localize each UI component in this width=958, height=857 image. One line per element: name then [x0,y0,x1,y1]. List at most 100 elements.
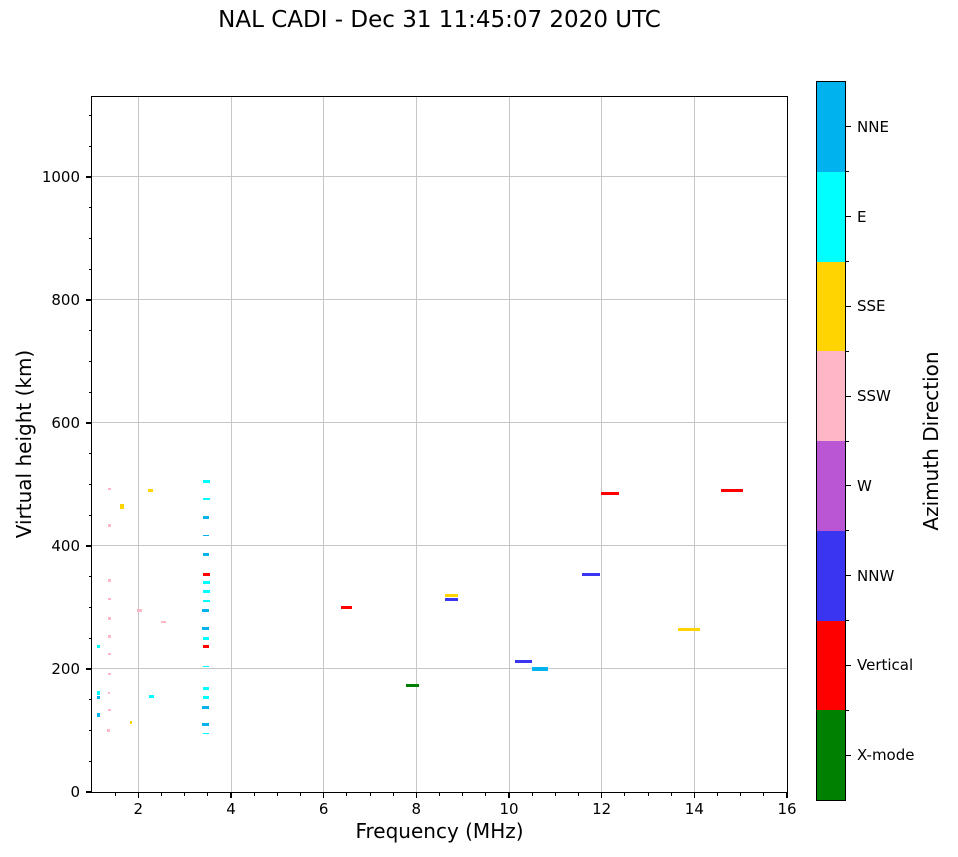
data-point [108,708,111,712]
x-axis-minor-tick [740,792,742,796]
y-axis-label: Virtual height (km) [12,349,36,539]
x-axis-minor-tick [554,792,556,796]
gridline-vertical [137,97,139,792]
colorbar-tick [846,216,851,218]
x-tick-label: 2 [133,800,144,818]
y-axis-major-tick [86,668,92,670]
colorbar-frame [816,81,846,801]
data-point [202,590,210,593]
data-point [341,605,353,609]
y-axis-minor-tick [88,729,92,731]
gridline-vertical [508,97,510,792]
data-point [515,660,533,664]
x-axis-label: Frequency (MHz) [355,819,524,843]
colorbar-segment-e [817,171,845,262]
y-tick-label: 800 [51,290,80,309]
gridline-horizontal [92,299,787,301]
colorbar-tick-label: NNE [857,117,889,136]
y-axis-minor-tick [88,391,92,393]
x-axis-minor-tick [114,792,116,796]
colorbar-segment-w [817,441,845,532]
y-axis-minor-tick [88,453,92,455]
data-point [202,609,209,612]
plot-frame [91,96,788,793]
data-point [148,694,154,698]
y-axis-major-tick [86,422,92,424]
colorbar-tick-label: X-mode [857,746,915,765]
data-point [406,684,419,688]
x-axis-minor-tick [439,792,440,796]
x-tick-label: 10 [499,800,519,818]
colorbar-tick [846,754,851,756]
data-point [582,573,600,577]
data-point [108,597,111,601]
colorbar-segment-sse [817,261,845,352]
colorbar-tick [846,485,851,487]
data-point [202,665,210,668]
x-axis-minor-tick [276,792,278,796]
colorbar-boundary-tick [846,709,849,711]
x-axis-minor-tick [462,792,464,796]
data-point [96,691,101,695]
colorbar-tick-label: E [857,207,867,226]
data-point [600,491,620,495]
gridline-vertical [693,97,695,792]
data-point [677,628,700,632]
data-point [202,553,210,556]
data-point [202,636,210,640]
x-tick-label: 4 [226,800,236,818]
colorbar-boundary-tick [846,171,849,173]
colorbar-boundary-tick [846,440,849,442]
x-axis-major-tick [137,792,139,798]
x-axis-minor-tick [717,792,718,796]
y-axis-minor-tick [88,237,92,239]
data-point [119,504,124,509]
x-axis-minor-tick [763,792,765,796]
colorbar-boundary-tick [846,620,849,621]
gridline-horizontal [92,545,787,547]
x-axis-major-tick [693,792,695,798]
data-point [108,672,111,676]
y-axis-major-tick [86,176,92,178]
colorbar-segment-vertical [817,620,845,711]
colorbar-segment-nnw [817,530,845,621]
data-point [444,594,459,598]
x-axis-major-tick [415,792,417,798]
y-axis-minor-tick [88,514,92,516]
colorbar-label: Azimuth Direction [919,351,943,531]
data-point [108,524,111,527]
data-point [202,480,210,483]
colorbar-tick-label: NNW [857,566,895,585]
colorbar-tick-label: Vertical [857,656,914,675]
y-axis-minor-tick [88,360,92,362]
data-point [147,488,153,492]
y-axis-minor-tick [88,207,92,209]
colorbar-tick [846,395,851,397]
x-axis-minor-tick [253,792,255,796]
data-point [202,722,209,726]
data-point [202,626,209,630]
data-point [129,721,133,724]
x-axis-minor-tick [485,792,487,796]
data-point [202,645,210,649]
data-point [202,581,210,585]
x-axis-minor-tick [369,792,371,796]
y-axis-minor-tick [88,145,92,147]
colorbar-tick-label: W [857,476,872,495]
x-axis-minor-tick [184,792,186,796]
colorbar-segment-nne [817,82,845,173]
y-axis-major-tick [86,791,92,793]
data-point [96,695,101,700]
data-point [136,609,142,612]
colorbar-segment-ssw [817,351,845,442]
y-axis-minor-tick [88,699,92,701]
data-point [202,599,210,602]
y-axis-minor-tick [88,637,92,639]
data-point [202,534,210,537]
data-point [108,579,111,582]
y-tick-label: 1000 [41,167,80,186]
y-axis-minor-tick [88,114,92,116]
data-point [721,489,744,493]
x-axis-minor-tick [207,792,209,796]
data-point [108,635,111,638]
